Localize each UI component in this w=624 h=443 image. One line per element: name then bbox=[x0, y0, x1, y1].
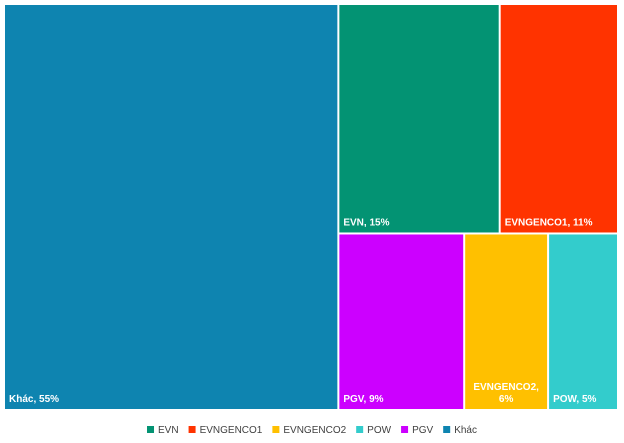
treemap-rect-evn bbox=[339, 5, 499, 233]
treemap-tile-evn: EVN, 15% bbox=[339, 5, 499, 233]
treemap-label-evngenco2: EVNGENCO2, 6% bbox=[473, 382, 539, 405]
treemap-label-evn: EVN, 15% bbox=[343, 217, 389, 228]
legend-label-khac: Khác bbox=[454, 425, 477, 436]
treemap-label-line: 6% bbox=[499, 394, 514, 405]
legend-item-evn: EVN bbox=[147, 425, 179, 436]
treemap-label-pgv: PGV, 9% bbox=[343, 394, 383, 405]
legend-item-khac: Khác bbox=[443, 425, 477, 436]
legend-swatch-evngenco1 bbox=[188, 426, 196, 433]
legend-label-evngenco2: EVNGENCO2 bbox=[283, 425, 346, 436]
chart-legend: EVN EVNGENCO1 EVNGENCO2 POW PGV Khác bbox=[147, 425, 477, 436]
legend-swatch-evngenco2 bbox=[272, 426, 280, 433]
treemap-label-pow: POW, 5% bbox=[553, 394, 596, 405]
treemap-tile-evngenco2: EVNGENCO2, 6% bbox=[465, 234, 548, 409]
treemap-tile-pow: POW, 5% bbox=[549, 234, 617, 409]
treemap-tile-evngenco1: EVNGENCO1, 11% bbox=[500, 5, 617, 233]
legend-label-evn: EVN bbox=[158, 425, 179, 436]
legend-item-evngenco2: EVNGENCO2 bbox=[272, 425, 347, 436]
treemap-rect-evngenco1 bbox=[500, 5, 617, 233]
legend-label-evngenco1: EVNGENCO1 bbox=[200, 425, 263, 436]
treemap-rect-pow bbox=[549, 234, 617, 409]
legend-item-pgv: PGV bbox=[401, 425, 434, 436]
treemap-tile-khac: Khác, 55% bbox=[5, 5, 338, 409]
legend-label-pow: POW bbox=[367, 425, 391, 436]
treemap-label-line: EVNGENCO2, bbox=[473, 382, 539, 393]
legend-item-pow: POW bbox=[356, 425, 392, 436]
legend-swatch-pgv bbox=[401, 426, 409, 433]
treemap-label-evngenco1: EVNGENCO1, 11% bbox=[505, 217, 593, 228]
legend-item-evngenco1: EVNGENCO1 bbox=[188, 425, 263, 436]
legend-swatch-evn bbox=[147, 426, 155, 433]
legend-label-pgv: PGV bbox=[412, 425, 433, 436]
treemap-tiles: Khác, 55% EVN, 15% EVNGENCO1, 11% PGV, 9% EV… bbox=[5, 5, 617, 409]
legend-swatch-khac bbox=[443, 426, 451, 433]
treemap-rect-evngenco2 bbox=[465, 234, 548, 409]
treemap-rect-khac bbox=[5, 5, 338, 409]
treemap-label-khac: Khác, 55% bbox=[9, 394, 59, 405]
treemap-tile-pgv: PGV, 9% bbox=[339, 234, 464, 409]
treemap-rect-pgv bbox=[339, 234, 464, 409]
legend-swatch-pow bbox=[356, 426, 364, 433]
